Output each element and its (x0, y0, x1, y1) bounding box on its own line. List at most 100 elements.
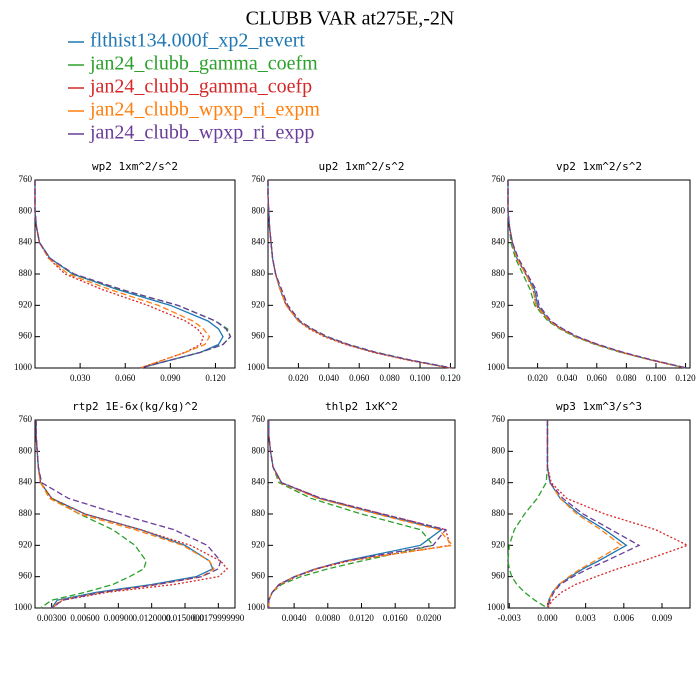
y-tick-label: 800 (252, 445, 266, 455)
y-tick-label: 920 (492, 299, 506, 309)
panel-title: vp2 1xm^2/s^2 (556, 160, 642, 173)
plot-frame (507, 419, 691, 609)
plot-frame (507, 179, 691, 369)
legend-label: flthist134.000f_xp2_revert (90, 30, 305, 52)
x-tick-label: 0.120 (440, 373, 461, 383)
panel-title: rtp2 1E-6x(kg/kg)^2 (72, 400, 198, 413)
plot-frame (267, 419, 456, 609)
x-tick-label: 0.00300 (37, 613, 67, 623)
profile-line (35, 420, 229, 609)
profile-line (507, 180, 688, 369)
y-tick-label: 1000 (487, 602, 506, 612)
profile-line (268, 420, 447, 608)
profile-line (267, 180, 453, 369)
x-tick-label: 0.0040 (282, 613, 307, 623)
profile-line (546, 420, 690, 609)
y-tick-label: 960 (19, 571, 33, 581)
x-tick-label: 0.009 (652, 613, 673, 623)
profile-line (268, 420, 435, 608)
x-tick-label: 0.060 (587, 373, 608, 383)
profile-line (34, 180, 232, 369)
y-tick-label: 920 (19, 539, 33, 549)
profile-line (34, 180, 211, 369)
x-tick-label: 0.0150000 (166, 613, 205, 623)
y-tick-label: 760 (19, 174, 33, 184)
x-tick-label: 0.040 (557, 373, 578, 383)
profile-line (34, 180, 224, 369)
panel-title: wp3 1xm^3/s^3 (556, 400, 642, 413)
y-tick-label: 800 (492, 445, 506, 455)
profile-line (268, 420, 454, 608)
x-tick-label: 0.020 (527, 373, 548, 383)
profile-line (34, 180, 205, 369)
y-tick-label: 1000 (247, 362, 266, 372)
profile-line (35, 420, 222, 609)
x-tick-label: 0.00600 (70, 613, 100, 623)
x-tick-label: 0.080 (380, 373, 401, 383)
y-tick-label: 960 (19, 331, 33, 341)
plot-frame (267, 179, 456, 369)
x-tick-label: 0.090 (160, 373, 181, 383)
x-tick-label: 0.020 (288, 373, 309, 383)
profile-line (267, 180, 451, 369)
y-tick-label: 760 (492, 414, 506, 424)
x-tick-label: 0.120 (675, 373, 696, 383)
profile-line (268, 420, 444, 608)
profile-line (507, 180, 686, 369)
x-tick-label: 0.003 (576, 613, 597, 623)
y-tick-label: 880 (492, 508, 506, 518)
y-tick-label: 1000 (14, 362, 33, 372)
y-tick-label: 920 (252, 539, 266, 549)
y-tick-label: 760 (252, 414, 266, 424)
profile-line (268, 420, 451, 608)
profile-line (507, 180, 686, 369)
x-tick-label: 0.100 (646, 373, 667, 383)
profile-line (35, 420, 147, 609)
y-tick-label: 800 (19, 205, 33, 215)
y-tick-label: 1000 (487, 362, 506, 372)
profile-line (267, 180, 453, 369)
legend-label: jan24_clubb_wpxp_ri_expp (89, 122, 314, 144)
x-tick-label: 0.060 (349, 373, 370, 383)
x-tick-label: 0.0160 (383, 613, 408, 623)
x-tick-label: 0.0200 (417, 613, 442, 623)
x-tick-label: -0.003 (498, 613, 522, 623)
x-tick-label: 0.030 (70, 373, 91, 383)
y-tick-label: 920 (252, 299, 266, 309)
profile-line (267, 180, 450, 369)
x-tick-label: 0.0179999990 (192, 613, 244, 623)
x-tick-label: 0.100 (410, 373, 431, 383)
x-tick-label: 0.006 (614, 613, 635, 623)
profile-line (267, 180, 451, 369)
y-tick-label: 1000 (247, 602, 266, 612)
x-tick-label: 0.040 (319, 373, 340, 383)
profile-line (507, 420, 549, 609)
x-tick-label: 0.0120000 (133, 613, 172, 623)
plot-frame (34, 419, 236, 609)
figure-title: CLUBB VAR at275E,-2N (246, 8, 455, 30)
profile-line (34, 180, 232, 369)
y-tick-label: 800 (252, 205, 266, 215)
y-tick-label: 760 (252, 174, 266, 184)
y-tick-label: 880 (19, 268, 33, 278)
x-tick-label: 0.000 (537, 613, 558, 623)
y-tick-label: 960 (252, 331, 266, 341)
panel-title: wp2 1xm^2/s^2 (92, 160, 178, 173)
y-tick-label: 840 (19, 477, 33, 487)
x-tick-label: 0.00900 (104, 613, 134, 623)
profile-line (546, 420, 641, 609)
x-tick-label: 0.060 (115, 373, 136, 383)
y-tick-label: 960 (492, 331, 506, 341)
x-tick-label: 0.120 (205, 373, 226, 383)
y-tick-label: 760 (19, 414, 33, 424)
y-tick-label: 840 (19, 237, 33, 247)
panel-title: up2 1xm^2/s^2 (318, 160, 404, 173)
y-tick-label: 920 (492, 539, 506, 549)
y-tick-label: 800 (492, 205, 506, 215)
panel-title: thlp2 1xK^2 (325, 400, 398, 413)
profile-line (507, 180, 686, 369)
y-tick-label: 880 (19, 508, 33, 518)
y-tick-label: 1000 (14, 602, 33, 612)
y-tick-label: 960 (252, 571, 266, 581)
